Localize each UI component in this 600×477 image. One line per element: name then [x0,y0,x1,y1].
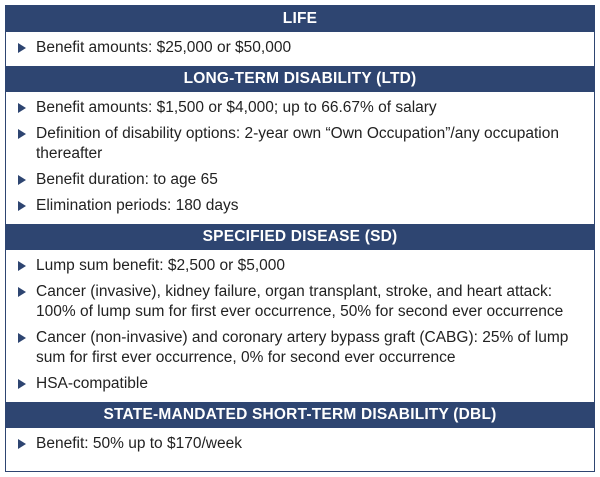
benefits-table: LIFE Benefit amounts: $25,000 or $50,000… [5,5,595,472]
list-item: Benefit: 50% up to $170/week [18,434,586,454]
triangle-right-bullet-icon [18,261,26,271]
list-item: Definition of disability options: 2-year… [18,124,586,164]
list-item: Elimination periods: 180 days [18,196,586,216]
section-body-dbl: Benefit: 50% up to $170/week [6,428,594,462]
list-item-text: Benefit amounts: $1,500 or $4,000; up to… [36,99,437,116]
section-body-life: Benefit amounts: $25,000 or $50,000 [6,32,594,66]
section-header-sd: SPECIFIED DISEASE (SD) [6,224,594,250]
list-item: Benefit duration: to age 65 [18,170,586,190]
list-item-text: Benefit duration: to age 65 [36,171,218,188]
list-item: Benefit amounts: $1,500 or $4,000; up to… [18,98,586,118]
list-item-text: Benefit amounts: $25,000 or $50,000 [36,39,292,56]
triangle-right-bullet-icon [18,175,26,185]
list-item: HSA-compatible [18,374,586,394]
section-body-sd: Lump sum benefit: $2,500 or $5,000 Cance… [6,250,594,402]
list-item-text: Benefit: 50% up to $170/week [36,435,242,452]
section-header-life: LIFE [6,6,594,32]
triangle-right-bullet-icon [18,333,26,343]
list-item-text: Cancer (non-invasive) and coronary arter… [36,329,569,366]
triangle-right-bullet-icon [18,287,26,297]
list-item-text: HSA-compatible [36,375,148,392]
list-item: Cancer (non-invasive) and coronary arter… [18,328,586,368]
triangle-right-bullet-icon [18,201,26,211]
section-header-ltd: LONG-TERM DISABILITY (LTD) [6,66,594,92]
list-item: Cancer (invasive), kidney failure, organ… [18,282,586,322]
list-item-text: Lump sum benefit: $2,500 or $5,000 [36,257,286,274]
list-item-text: Elimination periods: 180 days [36,197,239,214]
triangle-right-bullet-icon [18,129,26,139]
triangle-right-bullet-icon [18,439,26,449]
section-header-dbl: STATE-MANDATED SHORT-TERM DISABILITY (DB… [6,402,594,428]
triangle-right-bullet-icon [18,43,26,53]
list-item: Benefit amounts: $25,000 or $50,000 [18,38,586,58]
list-item: Lump sum benefit: $2,500 or $5,000 [18,256,586,276]
list-item-text: Cancer (invasive), kidney failure, organ… [36,283,564,320]
section-body-ltd: Benefit amounts: $1,500 or $4,000; up to… [6,92,594,224]
list-item-text: Definition of disability options: 2-year… [36,125,559,162]
triangle-right-bullet-icon [18,379,26,389]
triangle-right-bullet-icon [18,103,26,113]
